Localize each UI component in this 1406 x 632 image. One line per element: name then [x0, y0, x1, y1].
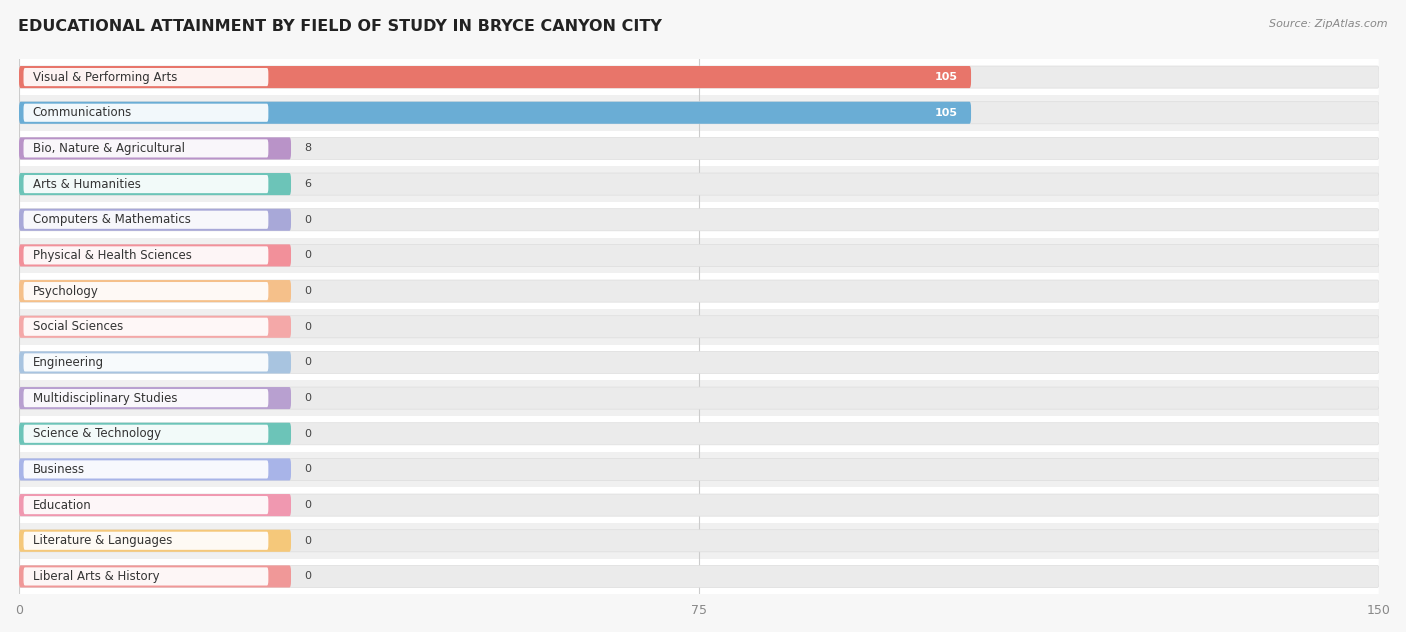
Text: Social Sciences: Social Sciences — [32, 320, 122, 333]
FancyBboxPatch shape — [20, 137, 291, 159]
Bar — [20, 131, 1379, 166]
FancyBboxPatch shape — [20, 102, 1379, 124]
Text: Psychology: Psychology — [32, 284, 98, 298]
FancyBboxPatch shape — [20, 351, 1379, 374]
FancyBboxPatch shape — [20, 173, 1379, 195]
Bar — [20, 309, 1379, 344]
Text: Physical & Health Sciences: Physical & Health Sciences — [32, 249, 191, 262]
Text: Arts & Humanities: Arts & Humanities — [32, 178, 141, 191]
Text: 0: 0 — [305, 465, 312, 475]
FancyBboxPatch shape — [24, 246, 269, 264]
Text: 0: 0 — [305, 500, 312, 510]
FancyBboxPatch shape — [20, 316, 291, 338]
FancyBboxPatch shape — [20, 280, 291, 302]
FancyBboxPatch shape — [20, 245, 1379, 267]
FancyBboxPatch shape — [24, 175, 269, 193]
Bar — [20, 166, 1379, 202]
FancyBboxPatch shape — [20, 137, 1379, 159]
Bar — [20, 59, 1379, 95]
Text: 0: 0 — [305, 536, 312, 546]
Text: 105: 105 — [935, 107, 957, 118]
Text: Visual & Performing Arts: Visual & Performing Arts — [32, 71, 177, 83]
Bar — [20, 202, 1379, 238]
Bar — [20, 487, 1379, 523]
FancyBboxPatch shape — [20, 530, 291, 552]
Bar — [20, 452, 1379, 487]
FancyBboxPatch shape — [20, 387, 291, 409]
FancyBboxPatch shape — [20, 494, 291, 516]
FancyBboxPatch shape — [20, 316, 1379, 338]
Bar — [20, 559, 1379, 594]
FancyBboxPatch shape — [24, 282, 269, 300]
FancyBboxPatch shape — [20, 458, 1379, 480]
FancyBboxPatch shape — [20, 66, 1379, 88]
FancyBboxPatch shape — [20, 245, 291, 267]
FancyBboxPatch shape — [20, 530, 1379, 552]
Text: Business: Business — [32, 463, 84, 476]
Text: 0: 0 — [305, 322, 312, 332]
FancyBboxPatch shape — [24, 568, 269, 585]
Text: Literature & Languages: Literature & Languages — [32, 534, 172, 547]
Text: 0: 0 — [305, 571, 312, 581]
Bar — [20, 523, 1379, 559]
FancyBboxPatch shape — [24, 139, 269, 157]
FancyBboxPatch shape — [20, 423, 291, 445]
Bar — [20, 95, 1379, 131]
FancyBboxPatch shape — [24, 425, 269, 443]
FancyBboxPatch shape — [20, 351, 291, 374]
Text: Source: ZipAtlas.com: Source: ZipAtlas.com — [1270, 19, 1388, 29]
Bar — [20, 416, 1379, 452]
Text: Computers & Mathematics: Computers & Mathematics — [32, 213, 190, 226]
Text: 0: 0 — [305, 428, 312, 439]
FancyBboxPatch shape — [20, 209, 291, 231]
Text: Bio, Nature & Agricultural: Bio, Nature & Agricultural — [32, 142, 184, 155]
Text: Engineering: Engineering — [32, 356, 104, 369]
Text: EDUCATIONAL ATTAINMENT BY FIELD OF STUDY IN BRYCE CANYON CITY: EDUCATIONAL ATTAINMENT BY FIELD OF STUDY… — [18, 19, 662, 34]
Text: 8: 8 — [305, 143, 312, 154]
FancyBboxPatch shape — [24, 68, 269, 86]
Text: 0: 0 — [305, 286, 312, 296]
FancyBboxPatch shape — [20, 280, 1379, 302]
Text: 0: 0 — [305, 250, 312, 260]
FancyBboxPatch shape — [20, 66, 972, 88]
FancyBboxPatch shape — [20, 494, 1379, 516]
FancyBboxPatch shape — [24, 353, 269, 372]
Text: Liberal Arts & History: Liberal Arts & History — [32, 570, 159, 583]
FancyBboxPatch shape — [20, 566, 1379, 588]
FancyBboxPatch shape — [20, 102, 972, 124]
FancyBboxPatch shape — [24, 532, 269, 550]
FancyBboxPatch shape — [24, 104, 269, 122]
FancyBboxPatch shape — [20, 458, 291, 480]
Text: Science & Technology: Science & Technology — [32, 427, 160, 441]
Text: 0: 0 — [305, 393, 312, 403]
FancyBboxPatch shape — [24, 318, 269, 336]
Text: 0: 0 — [305, 358, 312, 367]
Text: Multidisciplinary Studies: Multidisciplinary Studies — [32, 392, 177, 404]
Bar — [20, 380, 1379, 416]
Bar — [20, 238, 1379, 273]
FancyBboxPatch shape — [24, 460, 269, 478]
Text: Communications: Communications — [32, 106, 132, 119]
FancyBboxPatch shape — [24, 496, 269, 514]
FancyBboxPatch shape — [20, 423, 1379, 445]
FancyBboxPatch shape — [20, 209, 1379, 231]
FancyBboxPatch shape — [20, 173, 291, 195]
Text: 6: 6 — [305, 179, 312, 189]
FancyBboxPatch shape — [20, 387, 1379, 409]
Bar — [20, 344, 1379, 380]
FancyBboxPatch shape — [24, 389, 269, 407]
Text: 0: 0 — [305, 215, 312, 225]
FancyBboxPatch shape — [24, 210, 269, 229]
Text: 105: 105 — [935, 72, 957, 82]
Text: Education: Education — [32, 499, 91, 512]
Bar — [20, 273, 1379, 309]
FancyBboxPatch shape — [20, 566, 291, 588]
